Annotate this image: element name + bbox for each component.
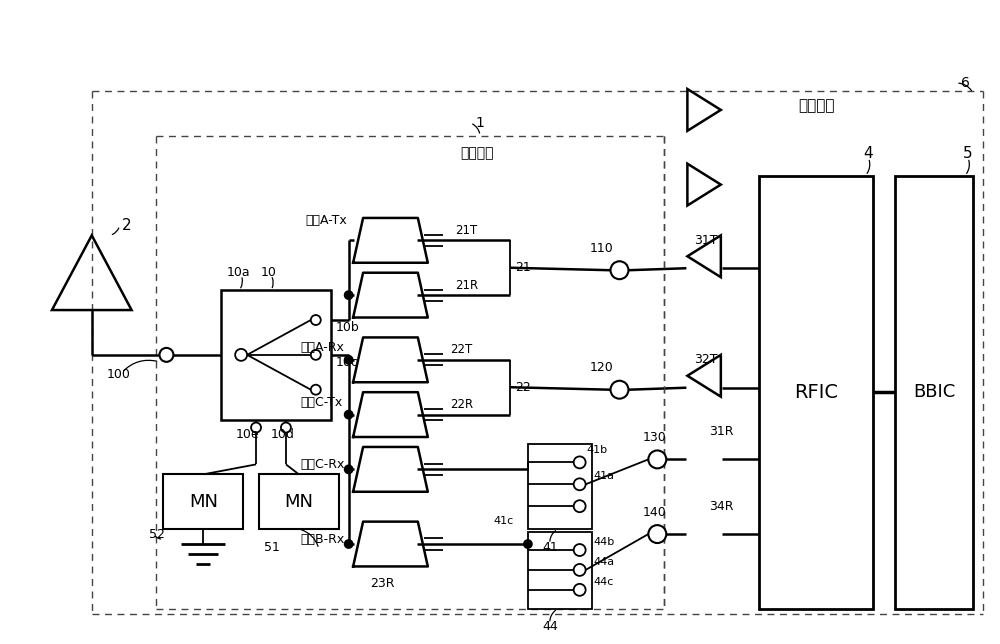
Circle shape — [574, 564, 586, 576]
Text: 41b: 41b — [587, 446, 608, 455]
Text: 频段A-Rx: 频段A-Rx — [301, 341, 345, 354]
Text: 31T: 31T — [694, 234, 718, 247]
Text: 110: 110 — [590, 242, 613, 255]
Bar — [528, 444, 592, 529]
Text: 频段C-Tx: 频段C-Tx — [301, 396, 343, 409]
Bar — [163, 475, 243, 529]
Text: 22R: 22R — [450, 398, 473, 411]
Text: 10a: 10a — [226, 266, 250, 279]
Text: RFIC: RFIC — [794, 383, 838, 402]
Circle shape — [235, 349, 247, 361]
Circle shape — [251, 422, 261, 433]
Circle shape — [281, 422, 291, 433]
Circle shape — [574, 544, 586, 556]
Text: 41c: 41c — [493, 516, 513, 526]
Text: 51: 51 — [264, 540, 280, 554]
Text: 10b: 10b — [336, 321, 359, 334]
Text: 22: 22 — [515, 381, 531, 393]
Text: 10d: 10d — [271, 428, 295, 441]
Circle shape — [574, 500, 586, 512]
Circle shape — [611, 381, 628, 399]
Text: 前端模块: 前端模块 — [460, 146, 494, 160]
Text: 频段C-Rx: 频段C-Rx — [301, 458, 345, 471]
Circle shape — [648, 525, 666, 543]
Circle shape — [574, 478, 586, 490]
Bar — [221, 290, 331, 420]
Text: 130: 130 — [642, 431, 666, 444]
Circle shape — [159, 348, 173, 362]
Text: 41: 41 — [543, 540, 559, 554]
Text: 32T: 32T — [694, 354, 718, 366]
Text: 140: 140 — [642, 506, 666, 518]
Text: 频段B-Rx: 频段B-Rx — [301, 533, 345, 545]
Bar — [759, 176, 873, 609]
Text: 44b: 44b — [594, 537, 615, 547]
Text: 31R: 31R — [709, 425, 734, 438]
Text: 23R: 23R — [371, 578, 395, 591]
Text: 44c: 44c — [594, 577, 614, 587]
Text: 1: 1 — [475, 116, 484, 130]
Text: MN: MN — [284, 493, 313, 511]
Text: 4: 4 — [863, 146, 873, 161]
Bar — [259, 475, 339, 529]
Circle shape — [611, 261, 628, 279]
Circle shape — [345, 411, 353, 419]
Bar — [895, 176, 973, 609]
Circle shape — [524, 540, 532, 548]
Circle shape — [345, 291, 353, 299]
Circle shape — [648, 450, 666, 468]
Text: 41a: 41a — [594, 471, 615, 481]
Text: 2: 2 — [122, 218, 131, 233]
Circle shape — [311, 315, 321, 325]
Circle shape — [574, 584, 586, 596]
Text: 5: 5 — [963, 146, 973, 161]
Text: BBIC: BBIC — [913, 383, 955, 401]
Circle shape — [311, 350, 321, 360]
Circle shape — [345, 466, 353, 473]
Text: 10c: 10c — [336, 356, 359, 369]
Circle shape — [345, 540, 353, 548]
Text: MN: MN — [189, 493, 218, 511]
Circle shape — [311, 384, 321, 395]
Text: 44a: 44a — [594, 557, 615, 567]
Text: 21T: 21T — [455, 224, 477, 237]
Text: 44: 44 — [543, 620, 559, 633]
Text: 120: 120 — [590, 361, 613, 374]
Text: 52: 52 — [149, 527, 164, 540]
Text: 6: 6 — [961, 76, 970, 90]
Text: 100: 100 — [107, 368, 131, 381]
Text: 10e: 10e — [236, 428, 260, 441]
Text: 频段A-Tx: 频段A-Tx — [306, 214, 348, 227]
Text: 22T: 22T — [450, 343, 472, 356]
Circle shape — [574, 457, 586, 468]
Text: 34R: 34R — [709, 500, 734, 513]
Text: 通信装置: 通信装置 — [799, 99, 835, 113]
Text: 21: 21 — [515, 261, 531, 274]
Text: 10: 10 — [261, 266, 277, 279]
Text: 21R: 21R — [455, 279, 478, 292]
Bar — [528, 532, 592, 609]
Circle shape — [345, 356, 353, 364]
